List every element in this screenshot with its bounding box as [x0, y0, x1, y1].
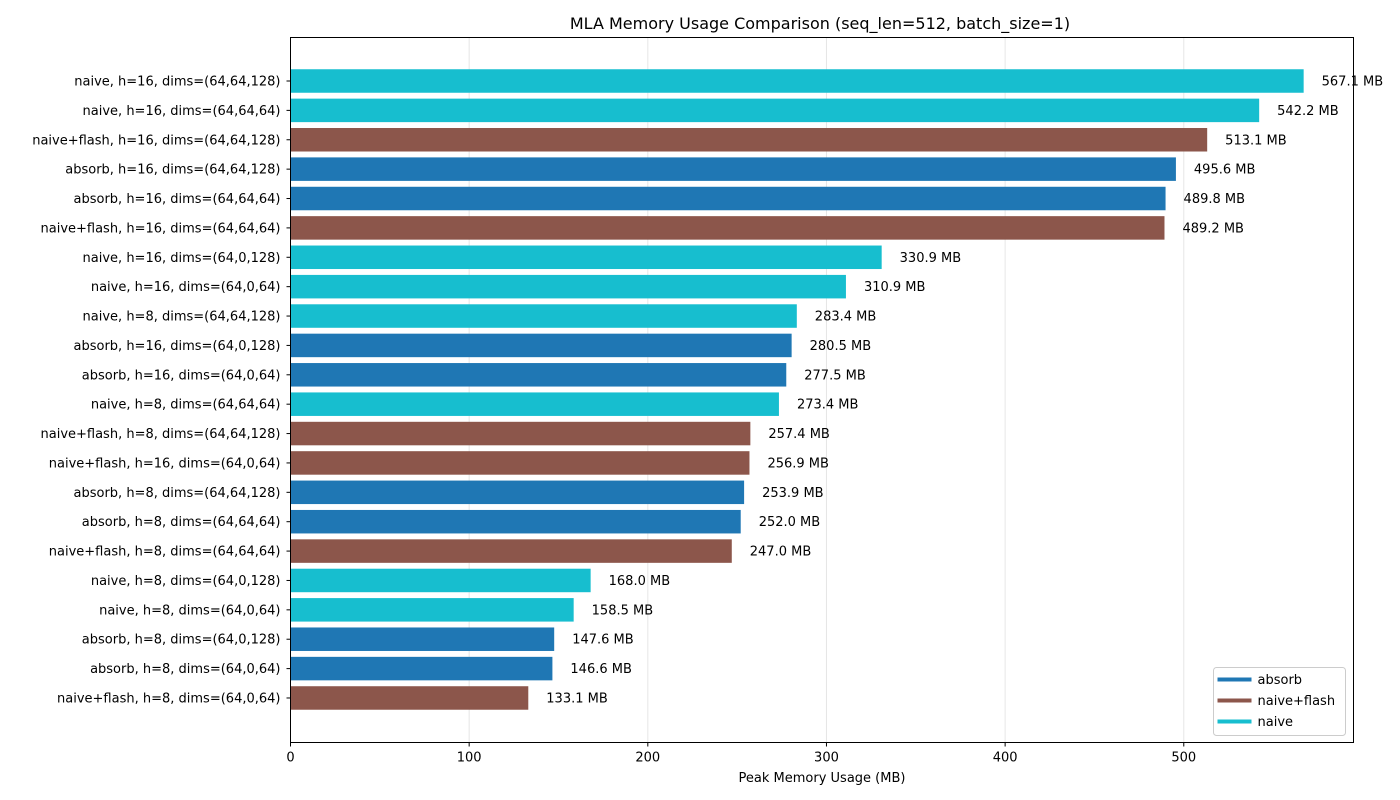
data-label: 133.1 MB [546, 691, 607, 706]
y-tick-label: naive, h=8, dims=(64,64,128) [83, 310, 281, 325]
y-tick-label: absorb, h=8, dims=(64,0,64) [90, 662, 280, 677]
bar [290, 392, 779, 416]
x-tick-label: 300 [814, 751, 839, 766]
chart-title: MLA Memory Usage Comparison (seq_len=512… [570, 14, 1070, 34]
bar [290, 333, 792, 358]
y-tick-label: naive+flash, h=8, dims=(64,0,64) [57, 691, 280, 706]
bar [290, 304, 797, 328]
bar [290, 686, 529, 710]
bar [290, 539, 732, 563]
y-tick-label: absorb, h=8, dims=(64,0,128) [82, 633, 281, 648]
x-tick-label: 200 [635, 751, 660, 766]
data-label: 273.4 MB [797, 398, 858, 413]
data-label: 257.4 MB [768, 427, 829, 442]
bar [290, 568, 591, 593]
bar [290, 274, 846, 299]
legend-label: naive+flash [1258, 694, 1336, 709]
y-tick-label: naive+flash, h=8, dims=(64,64,128) [41, 427, 281, 442]
bar [290, 598, 574, 622]
data-label: 310.9 MB [864, 280, 925, 295]
y-tick-label: naive+flash, h=8, dims=(64,64,64) [49, 545, 281, 560]
bar [290, 421, 751, 446]
data-label: 513.1 MB [1225, 133, 1286, 148]
legend-label: absorb [1258, 673, 1303, 688]
bar [290, 480, 745, 505]
bar [290, 157, 1176, 181]
x-tick-label: 0 [286, 751, 294, 766]
y-tick-label: absorb, h=16, dims=(64,64,128) [65, 163, 280, 178]
y-tick-label: naive, h=8, dims=(64,64,64) [91, 398, 281, 413]
data-label: 146.6 MB [570, 662, 631, 677]
bar [290, 245, 882, 270]
y-tick-label: naive, h=8, dims=(64,0,64) [99, 603, 280, 618]
y-tick-label: absorb, h=16, dims=(64,64,64) [74, 192, 281, 207]
bar [290, 627, 555, 651]
y-tick-label: naive, h=16, dims=(64,64,64) [83, 104, 281, 119]
y-tick-label: absorb, h=16, dims=(64,0,64) [82, 368, 281, 383]
x-axis-label: Peak Memory Usage (MB) [739, 771, 906, 786]
y-tick-label: naive, h=16, dims=(64,64,128) [74, 75, 280, 90]
bar [290, 451, 750, 475]
bar [290, 363, 787, 387]
x-tick-labels: 0 100 200 300 400 500 [286, 742, 1196, 766]
y-tick-label: naive, h=16, dims=(64,0,128) [83, 251, 281, 266]
data-label: 147.6 MB [572, 633, 633, 648]
x-tick-label: 400 [993, 751, 1018, 766]
y-tick-label: naive+flash, h=16, dims=(64,64,128) [32, 133, 280, 148]
bar [290, 216, 1165, 240]
data-label: 567.1 MB [1322, 75, 1383, 90]
y-tick-label: naive, h=16, dims=(64,0,64) [91, 280, 281, 295]
data-label: 256.9 MB [767, 456, 828, 471]
y-tick-label: absorb, h=8, dims=(64,64,128) [74, 486, 281, 501]
x-tick-label: 500 [1171, 751, 1196, 766]
bar [290, 186, 1166, 211]
y-tick-labels: naive, h=16, dims=(64,64,128) naive, h=16… [32, 75, 291, 706]
data-label: 330.9 MB [900, 251, 961, 266]
y-tick-label: naive, h=8, dims=(64,0,128) [91, 574, 281, 589]
bars [290, 69, 1304, 710]
data-label: 542.2 MB [1277, 104, 1338, 119]
y-tick-label: absorb, h=8, dims=(64,64,64) [82, 515, 281, 530]
x-tick-label: 100 [457, 751, 482, 766]
data-label: 168.0 MB [609, 574, 670, 589]
y-tick-label: naive+flash, h=16, dims=(64,0,64) [49, 456, 281, 471]
bar [290, 656, 553, 681]
legend-box [1213, 667, 1346, 736]
y-tick-label: absorb, h=16, dims=(64,0,128) [74, 339, 281, 354]
data-label: 252.0 MB [759, 515, 820, 530]
data-labels: 567.1 MB 542.2 MB 513.1 MB 495.6 MB 489.8 MB… [546, 75, 1383, 707]
data-label: 247.0 MB [750, 545, 811, 560]
data-label: 489.8 MB [1184, 192, 1245, 207]
legend-label: naive [1258, 715, 1294, 730]
data-label: 158.5 MB [592, 603, 653, 618]
data-label: 280.5 MB [810, 339, 871, 354]
data-label: 283.4 MB [815, 310, 876, 325]
data-label: 277.5 MB [804, 368, 865, 383]
data-label: 495.6 MB [1194, 163, 1255, 178]
data-label: 489.2 MB [1182, 221, 1243, 236]
y-tick-label: naive+flash, h=16, dims=(64,64,64) [41, 221, 281, 236]
bar [290, 128, 1208, 152]
data-label: 253.9 MB [762, 486, 823, 501]
bar [290, 69, 1304, 93]
legend: absorb naive+flash naive [1213, 667, 1346, 736]
plot-frame [290, 37, 1354, 743]
bar [290, 509, 741, 534]
bar [290, 98, 1260, 123]
